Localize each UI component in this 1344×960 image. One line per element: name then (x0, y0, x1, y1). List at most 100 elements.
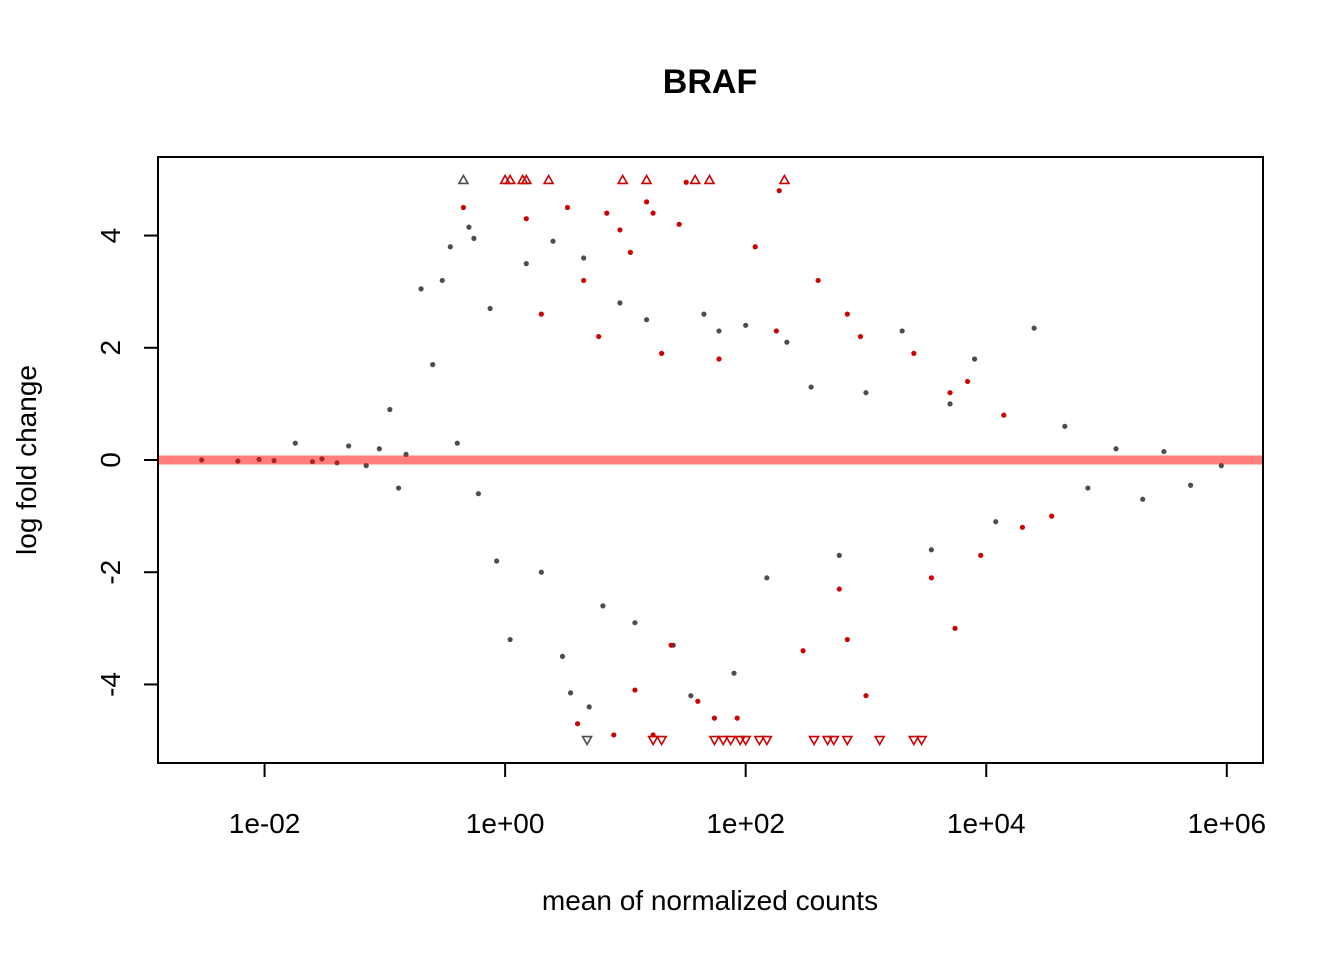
point-clipped-down (873, 735, 886, 747)
point-significant (773, 328, 779, 334)
point (947, 401, 953, 407)
point-clipped-down (734, 735, 747, 747)
point-significant (650, 732, 656, 738)
point-clipped-up (778, 173, 791, 185)
y-tick-label: 2 (95, 340, 126, 356)
point-significant (523, 216, 529, 222)
point-significant (632, 687, 638, 693)
point (643, 317, 650, 323)
point-clipped-down (647, 735, 659, 747)
point-significant (668, 642, 674, 648)
point (447, 244, 453, 250)
point (475, 491, 482, 497)
y-axis-label: log fold change (11, 365, 42, 555)
x-tick-label: 1e+02 (706, 808, 785, 839)
point (507, 636, 513, 643)
point-significant (776, 188, 782, 194)
point (430, 362, 436, 368)
point (376, 446, 382, 452)
point-clipped-down (739, 735, 752, 747)
point-significant (863, 693, 869, 699)
point (993, 519, 999, 525)
point (586, 704, 592, 710)
point-significant (627, 249, 633, 255)
point (494, 558, 500, 564)
point (466, 224, 472, 230)
point (688, 693, 694, 699)
point (581, 255, 587, 261)
x-axis: 1e-02 1e+00 1e+02 1e+04 1e+06 (229, 762, 1266, 839)
point-significant (844, 311, 850, 317)
point (1031, 325, 1037, 331)
x-tick-label: 1e+04 (947, 808, 1026, 839)
x-tick-label: 1e+00 (466, 808, 545, 839)
point-clipped-down (717, 735, 730, 747)
point (701, 311, 707, 317)
point-significant (947, 390, 953, 396)
x-axis-label: mean of normalized counts (542, 885, 878, 916)
point (292, 440, 298, 446)
point-clipped-down (581, 735, 593, 747)
point (731, 670, 737, 676)
point-significant (695, 698, 701, 704)
point (928, 547, 934, 553)
point-clipped-up (504, 173, 516, 185)
point-significant (734, 715, 740, 721)
point-significant (911, 350, 917, 356)
point (1187, 482, 1194, 488)
point-clipped-down (753, 735, 766, 747)
point (764, 575, 770, 581)
point-significant (683, 179, 689, 185)
point-significant (965, 378, 971, 385)
point-clipped-down (907, 735, 920, 747)
point-significant (617, 227, 623, 233)
point-clipped-down (915, 735, 928, 747)
point (454, 440, 460, 446)
point (1113, 446, 1119, 452)
point-clipped-down (724, 735, 737, 747)
x-tick-label: 1e+06 (1187, 808, 1266, 839)
zero-reference-line (158, 455, 1263, 465)
point (743, 322, 749, 328)
point (567, 690, 574, 696)
point-clipped-down (655, 735, 668, 747)
point-clipped-up (640, 173, 653, 185)
point-clipped-down (760, 735, 773, 747)
chart-title: BRAF (663, 63, 757, 101)
point-clipped-down (827, 735, 840, 747)
point-clipped-down (708, 735, 721, 747)
point (538, 569, 544, 575)
point-significant (928, 575, 934, 581)
point-significant (800, 648, 806, 654)
point (716, 328, 722, 334)
point-significant (1001, 412, 1007, 418)
y-axis: -4 -2 0 2 4 (95, 228, 159, 697)
point-significant (650, 210, 656, 216)
point (487, 305, 493, 312)
point (617, 300, 623, 306)
point (863, 390, 869, 396)
point (784, 339, 790, 345)
point-significant (676, 221, 682, 227)
point-significant (952, 625, 958, 631)
point-significant (581, 277, 587, 284)
point (971, 356, 978, 362)
point-significant (716, 356, 722, 362)
y-tick-label: 0 (95, 452, 126, 468)
point (1161, 448, 1167, 455)
point (632, 620, 638, 626)
point (387, 406, 393, 413)
point-clipped-up (542, 173, 555, 185)
point-significant (711, 715, 718, 721)
point-significant (857, 333, 864, 340)
point (1085, 485, 1091, 491)
point (559, 653, 566, 659)
x-tick-label: 1e-02 (229, 808, 301, 839)
point-significant (596, 333, 602, 340)
point-significant (978, 552, 984, 558)
point-significant (844, 636, 850, 643)
point (1062, 423, 1068, 429)
point-clipped-down (821, 735, 834, 747)
y-tick-label: -2 (95, 560, 126, 585)
